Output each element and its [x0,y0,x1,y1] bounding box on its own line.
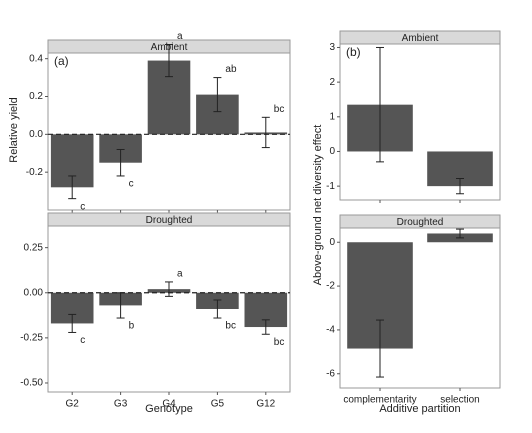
significance-letter: b [129,321,135,332]
y-tick-label: -2 [326,281,335,292]
significance-letter: c [80,335,85,346]
y-tick-label: 0.2 [29,91,43,102]
panel-title: Ambient [402,33,439,44]
y-axis-title: Relative yield [8,97,20,162]
x-tick-label: selection [440,395,479,406]
y-tick-label: -0.50 [20,378,43,389]
x-tick-label: G5 [211,399,225,410]
panel-title: Droughted [397,217,444,228]
x-tick-label: G2 [66,399,80,410]
x-axis-title: Genotype [145,403,193,415]
significance-letter: ab [225,64,237,75]
y-tick-label: 0.0 [29,129,43,140]
y-tick-label: -0.2 [26,167,44,178]
x-axis-title: Additive partition [379,403,460,415]
panel-title: Droughted [146,215,193,226]
significance-letter: bc [274,337,285,348]
y-tick-label: 3 [329,42,335,53]
y-tick-label: 0.25 [24,242,44,253]
y-tick-label: 0 [329,146,335,157]
significance-letter: a [177,269,183,280]
y-tick-label: -4 [326,325,335,336]
significance-letter: c [80,201,85,212]
x-tick-label: G4 [162,399,176,410]
y-tick-label: 0 [329,237,335,248]
x-tick-label: G3 [114,399,128,410]
x-tick-label: G12 [256,399,275,410]
panel-label: (b) [346,45,361,59]
y-tick-label: 0.00 [24,287,44,298]
y-axis-title: Above-ground net diversity effect [312,125,324,286]
y-tick-label: -0.25 [20,333,43,344]
significance-letter: a [177,31,183,42]
y-tick-label: 2 [329,77,335,88]
y-tick-label: -1 [326,181,335,192]
panel-label: (a) [54,54,69,68]
y-tick-label: 0.4 [29,53,43,64]
significance-letter: bc [225,321,236,332]
y-tick-label: -6 [326,368,335,379]
significance-letter: bc [274,104,285,115]
y-tick-label: 1 [329,111,335,122]
x-tick-label: complementarity [343,395,416,406]
significance-letter: c [129,179,134,190]
